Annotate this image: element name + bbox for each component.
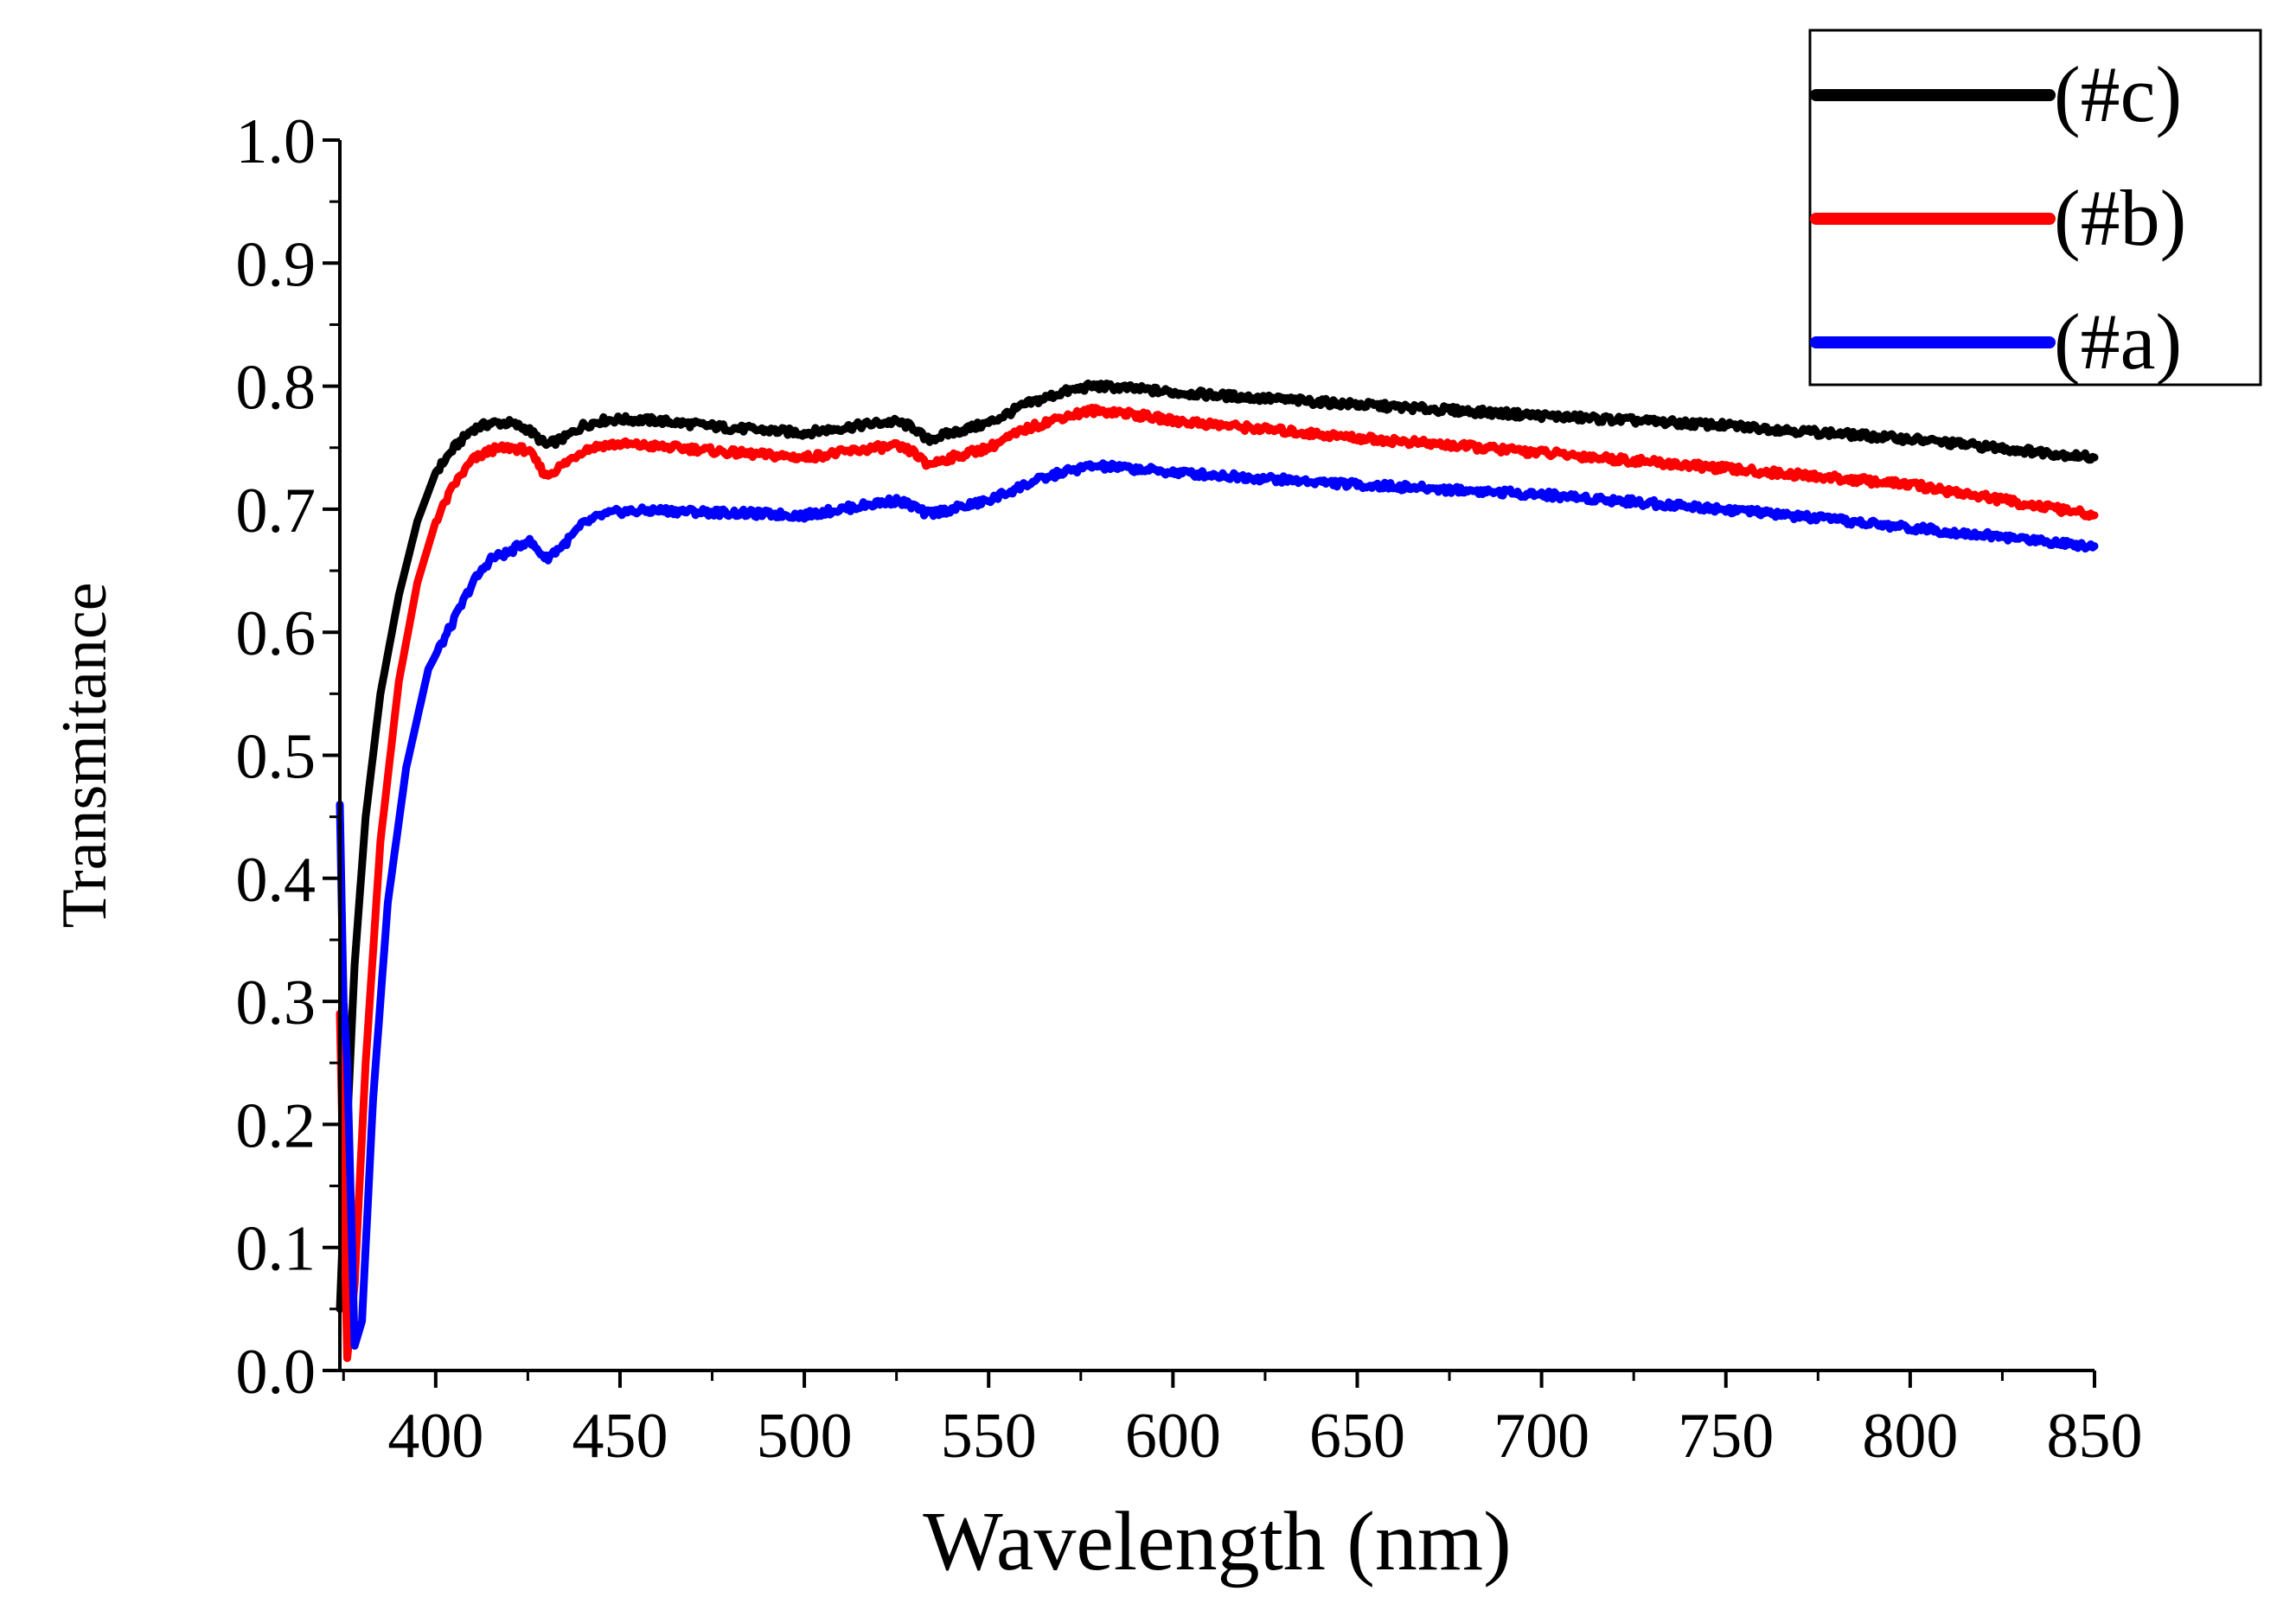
legend-label: (#b) (2054, 174, 2186, 262)
y-tick-label: 0.7 (236, 476, 317, 546)
x-tick-label: 700 (1493, 1401, 1589, 1472)
x-tick-label: 500 (757, 1401, 853, 1472)
x-tick-label: 750 (1678, 1401, 1774, 1472)
x-tick-label: 650 (1309, 1401, 1405, 1472)
x-tick-label: 550 (941, 1401, 1037, 1472)
y-tick-label: 0.3 (236, 968, 317, 1038)
series-line-a (336, 459, 2099, 1350)
x-axis-title: Wavelength (nm) (923, 1495, 1512, 1588)
y-tick-label: 0.9 (236, 229, 317, 300)
legend-box (1808, 29, 2262, 387)
x-tick-label: 800 (1862, 1401, 1958, 1472)
legend-label: (#a) (2054, 297, 2182, 386)
axes-group: 0.0 0.1 0.2 0.3 0.4 0.5 0.6 0.7 0.8 0.9 1.0 400 450 5… (49, 106, 2143, 1588)
y-tick-label: 1.0 (236, 106, 317, 177)
y-tick-label: 0.5 (236, 722, 317, 793)
y-tick-label: 0.6 (236, 598, 317, 669)
y-tick-label: 0.2 (236, 1090, 317, 1161)
legend: (#c) (#b) (#a) (1808, 29, 2262, 387)
y-tick-label: 0.1 (236, 1214, 317, 1285)
y-tick-label: 0.8 (236, 353, 317, 424)
series-line-c (336, 379, 2099, 1313)
x-tick-label: 450 (572, 1401, 668, 1472)
legend-label: (#c) (2054, 50, 2182, 138)
y-tick-label: 0.4 (236, 845, 317, 916)
y-tick-label: 0.0 (236, 1337, 317, 1408)
x-tick-label: 400 (387, 1401, 483, 1472)
x-tick-label: 600 (1125, 1401, 1221, 1472)
y-axis-title: Transmitance (49, 582, 120, 928)
series-group (336, 379, 2099, 1363)
series-line-b (336, 403, 2099, 1363)
x-tick-label: 850 (2047, 1401, 2143, 1472)
